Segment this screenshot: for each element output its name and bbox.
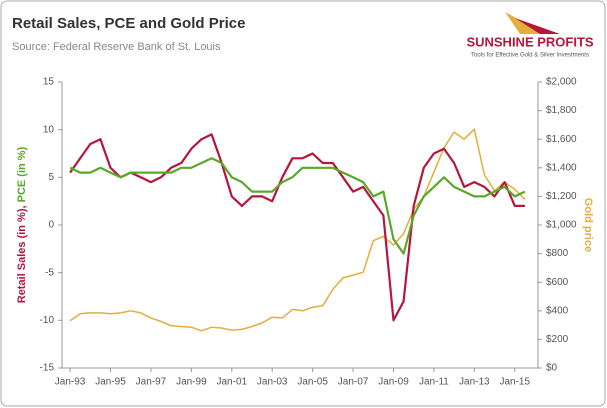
y2-tick-label: $1,400 — [546, 162, 577, 173]
y-tick-label: 10 — [43, 124, 55, 135]
x-tick-label: Jan-09 — [378, 377, 409, 388]
logo-tagline: Tools for Effective Gold & Silver Invest… — [471, 53, 589, 59]
y2-tick-label: $1,200 — [546, 191, 577, 202]
y2-tick-label: $600 — [546, 277, 569, 288]
y2-tick-label: $1,600 — [546, 134, 577, 145]
y2-tick-label: $2,000 — [546, 77, 577, 88]
y2-tick-label: $0 — [546, 363, 558, 374]
y-tick-label: 5 — [48, 172, 54, 183]
y-axis-label-part: PCE (in %) — [16, 146, 28, 202]
logo: SUNSHINE PROFITS Tools for Effective Gol… — [466, 12, 594, 59]
x-tick-label: Jan-13 — [459, 377, 490, 388]
x-tick-label: Jan-99 — [176, 377, 207, 388]
logo-name: SUNSHINE PROFITS — [466, 34, 593, 49]
y2-tick-label: $1,000 — [546, 220, 577, 231]
x-tick-label: Jan-05 — [297, 377, 328, 388]
x-tick-label: Jan-03 — [257, 377, 288, 388]
y-tick-label: -10 — [40, 315, 55, 326]
y2-tick-label: $800 — [546, 248, 569, 259]
chart-title: Retail Sales, PCE and Gold Price — [12, 15, 245, 32]
y2-axis-label: Gold price — [582, 198, 594, 252]
y-tick-label: -15 — [40, 363, 55, 374]
logo-mark — [515, 18, 560, 34]
x-tick-label: Jan-93 — [55, 377, 86, 388]
chart-subtitle: Source: Federal Reserve Bank of St. Loui… — [12, 41, 221, 53]
x-tick-label: Jan-07 — [338, 377, 369, 388]
x-tick-label: Jan-11 — [419, 377, 449, 388]
x-tick-label: Jan-97 — [136, 377, 167, 388]
y-tick-label: 15 — [43, 77, 55, 88]
y-axis-label: Retail Sales (in %), PCE (in %) — [16, 146, 28, 303]
y-tick-label: 0 — [48, 220, 54, 231]
y2-tick-label: $200 — [546, 334, 569, 345]
y-tick-label: -5 — [45, 267, 54, 278]
y-axis-label-part: Retail Sales (in %), — [16, 205, 28, 303]
series-line — [69, 133, 525, 322]
y2-tick-label: $400 — [546, 305, 569, 316]
series-line — [69, 157, 526, 255]
y2-tick-label: $1,800 — [546, 105, 577, 116]
x-tick-label: Jan-01 — [216, 377, 247, 388]
series-line — [69, 128, 526, 332]
x-tick-label: Jan-15 — [499, 377, 530, 388]
x-tick-label: Jan-95 — [95, 377, 126, 388]
